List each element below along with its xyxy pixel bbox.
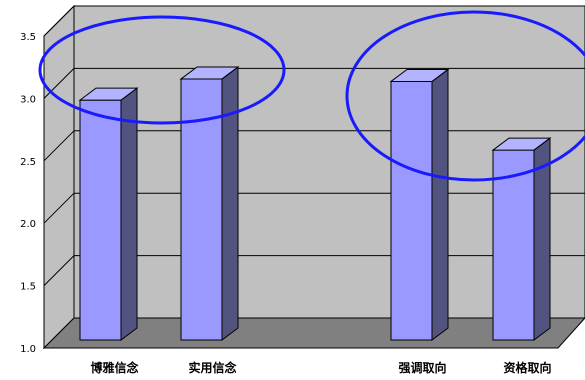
gridline-side bbox=[43, 192, 75, 224]
side-wall bbox=[43, 4, 75, 350]
bar bbox=[389, 68, 450, 341]
gridline-side bbox=[43, 5, 75, 37]
x-category-label: 实用信念 bbox=[188, 360, 236, 375]
bar-top bbox=[491, 137, 552, 151]
x-category-labels: 博雅信念 实用信念 强调取向 资格取向 bbox=[90, 360, 551, 375]
x-category-label: 博雅信念 bbox=[90, 360, 138, 375]
y-tick-labels: 1.0 1.5 2.0 2.5 3.0 3.5 bbox=[20, 32, 36, 355]
annotations bbox=[38, 10, 585, 182]
bar-side bbox=[431, 68, 449, 341]
y-tick-label: 3.5 bbox=[20, 32, 36, 43]
bar bbox=[491, 137, 552, 341]
bar-front bbox=[492, 149, 535, 341]
y-tick-label: 2.5 bbox=[20, 157, 36, 168]
gridline-side bbox=[43, 130, 75, 162]
gridline-side bbox=[43, 255, 75, 286]
bar-side bbox=[120, 87, 138, 341]
y-tick-label: 1.5 bbox=[20, 282, 36, 293]
bar-side bbox=[221, 65, 239, 341]
gridline-side bbox=[43, 68, 75, 99]
bar bbox=[78, 87, 139, 341]
bar-top bbox=[78, 87, 139, 101]
y-tick-label: 1.0 bbox=[20, 344, 36, 355]
annotation-ellipse bbox=[38, 15, 286, 125]
bar-front bbox=[79, 99, 122, 341]
y-tick-label: 3.0 bbox=[20, 94, 36, 105]
bar-top bbox=[179, 66, 240, 80]
bar bbox=[179, 65, 240, 341]
x-category-label: 强调取向 bbox=[398, 360, 446, 375]
bar-top bbox=[389, 68, 450, 82]
y-tick-label: 2.0 bbox=[20, 219, 36, 230]
bars bbox=[78, 65, 552, 341]
floor bbox=[42, 317, 585, 349]
annotation-ellipse bbox=[345, 10, 585, 182]
x-category-label: 资格取向 bbox=[503, 360, 551, 375]
bar-front bbox=[390, 80, 433, 341]
